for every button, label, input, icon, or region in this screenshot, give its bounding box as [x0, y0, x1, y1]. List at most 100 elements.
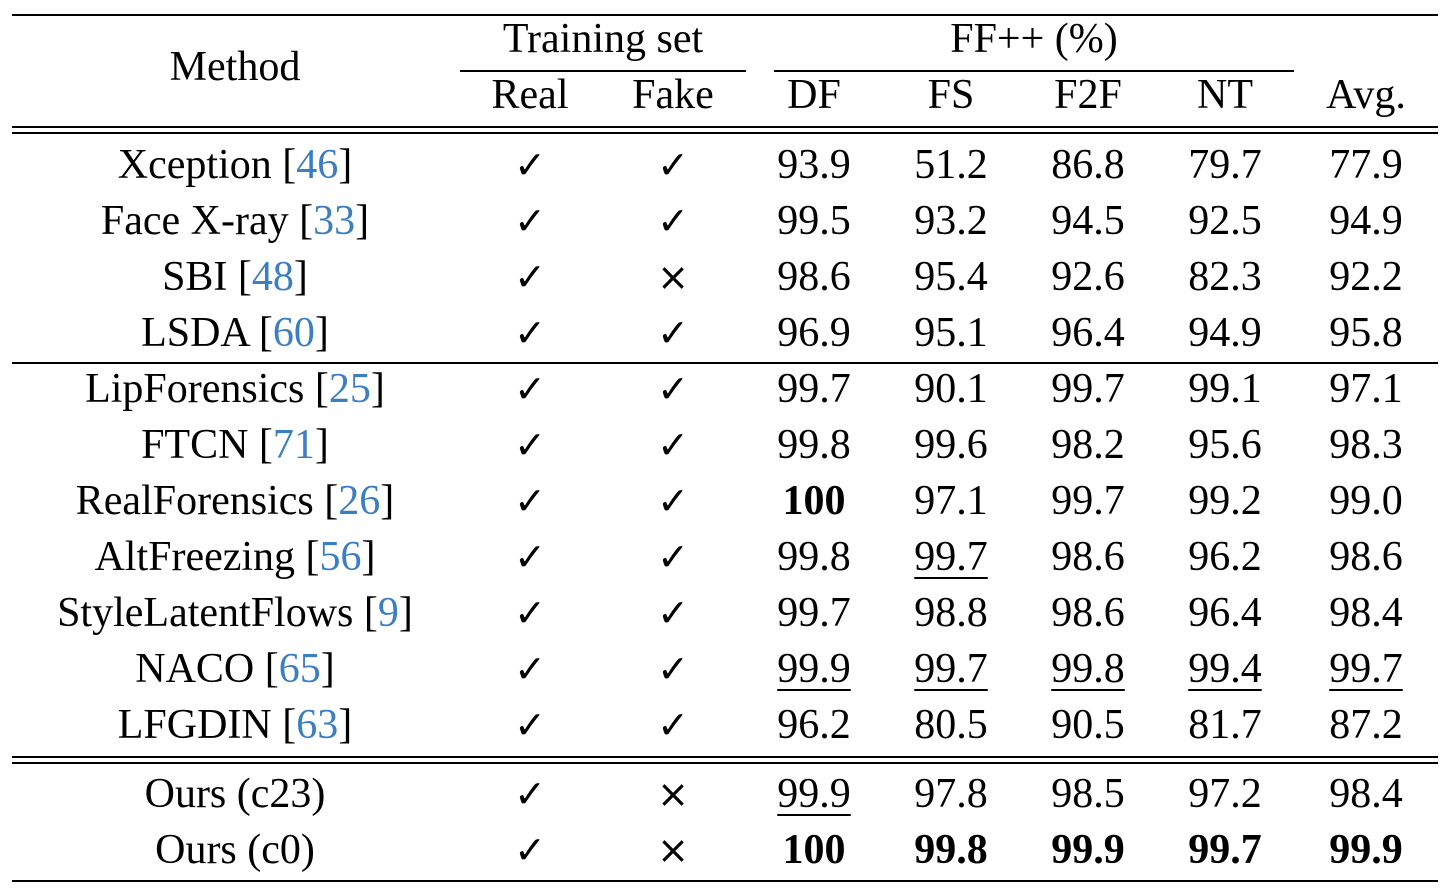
header-real: Real	[491, 72, 569, 118]
value-text: 94.9	[1188, 310, 1262, 356]
check-icon: ✓	[514, 703, 546, 747]
value-text: 92.5	[1188, 198, 1262, 244]
citation-link[interactable]: 60	[272, 310, 315, 356]
citation-link[interactable]: 71	[272, 422, 315, 468]
value-avg: 87.2	[1306, 697, 1426, 753]
value-text: 99.0	[1329, 478, 1403, 524]
value-text: 93.2	[914, 198, 988, 244]
check-icon: ✓	[514, 367, 546, 411]
value-nt: 99.4	[1165, 641, 1285, 697]
value-text: 99.7	[777, 366, 851, 412]
value-f2f: 98.2	[1028, 417, 1148, 473]
group-separator-1	[12, 362, 1438, 364]
value-text: 99.7	[1188, 827, 1262, 873]
value-nt: 95.6	[1165, 417, 1285, 473]
cross-icon: ×	[657, 255, 689, 299]
method-name: SBI	[162, 254, 228, 300]
value-df: 99.8	[754, 417, 874, 473]
value-f2f: 99.9	[1028, 822, 1148, 878]
header-fake: Fake	[632, 72, 714, 118]
value-avg: 98.4	[1306, 766, 1426, 822]
header-double-rule-2	[12, 132, 1438, 134]
value-text: 98.6	[1051, 590, 1125, 636]
value-f2f: 99.7	[1028, 473, 1148, 529]
value-text: 98.2	[1051, 422, 1125, 468]
method-cell: Ours (c23)	[20, 766, 450, 822]
check-icon: ✓	[657, 479, 689, 523]
value-text: 97.1	[1329, 366, 1403, 412]
cross-icon: ×	[657, 828, 689, 872]
check-icon: ✓	[514, 828, 546, 872]
value-df: 99.5	[754, 193, 874, 249]
check-icon: ✓	[657, 591, 689, 635]
value-text: 90.1	[914, 366, 988, 412]
value-text: 96.4	[1051, 310, 1125, 356]
value-avg: 95.8	[1306, 305, 1426, 361]
check-icon: ✓	[657, 647, 689, 691]
citation-link[interactable]: 46	[296, 142, 339, 188]
method-cell: AltFreezing [56]	[94, 534, 376, 580]
value-fs: 99.6	[891, 417, 1011, 473]
value-text: 87.2	[1329, 702, 1403, 748]
value-nt: 92.5	[1165, 193, 1285, 249]
citation-link[interactable]: 56	[319, 534, 362, 580]
value-f2f: 99.7	[1028, 361, 1148, 417]
value-text: 99.7	[1051, 366, 1125, 412]
value-nt: 99.2	[1165, 473, 1285, 529]
value-text: 97.2	[1188, 771, 1262, 817]
header-method: Method	[169, 44, 301, 90]
value-text: 99.6	[914, 422, 988, 468]
value-df: 99.9	[754, 641, 874, 697]
value-text: 98.6	[1329, 534, 1403, 580]
value-df: 96.9	[754, 305, 874, 361]
check-icon: ✓	[514, 535, 546, 579]
citation-link[interactable]: 26	[338, 478, 381, 524]
citation-link[interactable]: 33	[313, 198, 356, 244]
check-icon: ✓	[657, 311, 689, 355]
value-text: 100	[782, 478, 846, 524]
value-df: 99.9	[754, 766, 874, 822]
value-text: 86.8	[1051, 142, 1125, 188]
value-text: 95.8	[1329, 310, 1403, 356]
value-text: 98.6	[777, 254, 851, 300]
value-text: 95.4	[914, 254, 988, 300]
method-name: FTCN	[141, 422, 249, 468]
method-cell: LipForensics [25]	[85, 366, 385, 412]
bottom-rule	[12, 880, 1438, 882]
value-df: 96.2	[754, 697, 874, 753]
value-nt: 96.4	[1165, 585, 1285, 641]
value-f2f: 98.5	[1028, 766, 1148, 822]
value-text: 100	[782, 827, 846, 873]
method-name: Xception	[117, 142, 272, 188]
citation-link[interactable]: 9	[377, 590, 399, 636]
citation-link[interactable]: 65	[278, 646, 321, 692]
group-separator-2a	[12, 756, 1438, 758]
citation-link[interactable]: 63	[296, 702, 339, 748]
value-fs: 99.8	[891, 822, 1011, 878]
citation-link[interactable]: 48	[251, 254, 294, 300]
value-fs: 98.8	[891, 585, 1011, 641]
value-fs: 80.5	[891, 697, 1011, 753]
value-avg: 99.0	[1306, 473, 1426, 529]
citation-link[interactable]: 25	[328, 366, 371, 412]
value-f2f: 86.8	[1028, 137, 1148, 193]
value-text: 94.5	[1051, 198, 1125, 244]
value-text: 80.5	[914, 702, 988, 748]
value-text: 98.5	[1051, 771, 1125, 817]
value-text: 96.4	[1188, 590, 1262, 636]
method-cell: Ours (c0)	[20, 822, 450, 878]
header-nt: NT	[1197, 72, 1253, 118]
value-text: 93.9	[777, 142, 851, 188]
value-text: 77.9	[1329, 142, 1403, 188]
method-cell: LFGDIN [63]	[117, 702, 353, 748]
value-nt: 96.2	[1165, 529, 1285, 585]
method-cell: Xception [46]	[117, 142, 353, 188]
check-icon: ✓	[514, 199, 546, 243]
value-text: 94.9	[1329, 198, 1403, 244]
value-fs: 93.2	[891, 193, 1011, 249]
check-icon: ✓	[657, 199, 689, 243]
value-f2f: 90.5	[1028, 697, 1148, 753]
value-text: 90.5	[1051, 702, 1125, 748]
value-text: 99.9	[1329, 827, 1403, 873]
